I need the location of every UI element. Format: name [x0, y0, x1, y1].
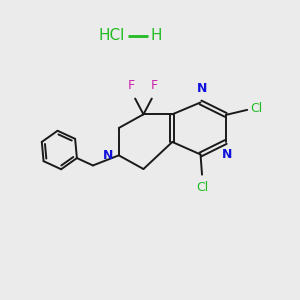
- Text: F: F: [128, 79, 135, 92]
- Text: Cl: Cl: [196, 181, 208, 194]
- Text: N: N: [222, 148, 232, 161]
- Text: HCl: HCl: [98, 28, 125, 43]
- Text: Cl: Cl: [250, 102, 262, 115]
- Text: N: N: [103, 149, 113, 162]
- Text: N: N: [197, 82, 207, 95]
- Text: F: F: [151, 79, 158, 92]
- Text: H: H: [151, 28, 162, 43]
